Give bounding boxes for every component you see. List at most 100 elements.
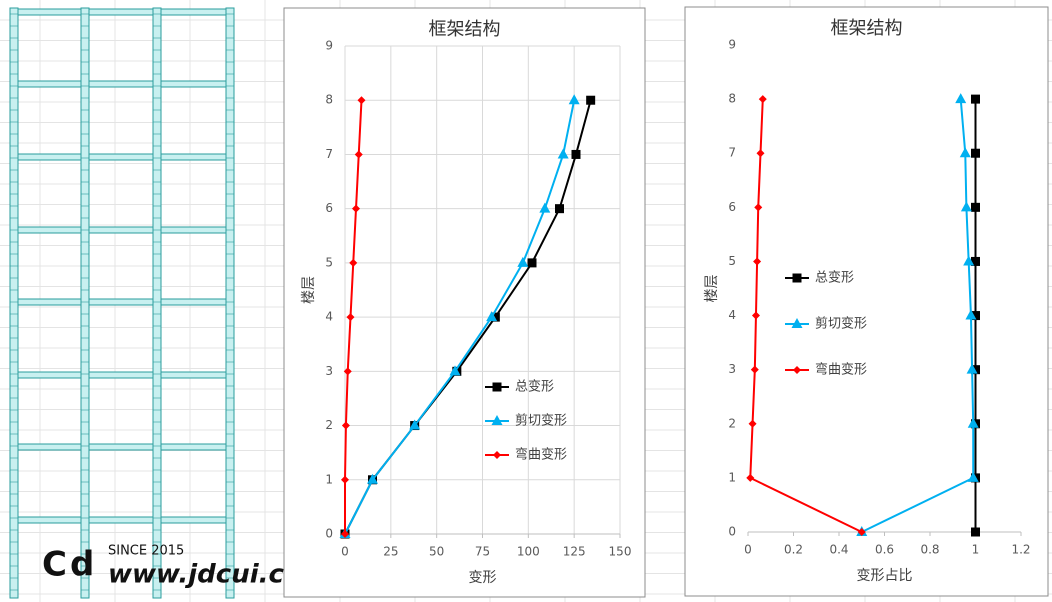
x-tick-label: 0.6	[875, 543, 894, 557]
y-tick-label: 9	[728, 38, 736, 52]
point	[965, 309, 977, 320]
point	[758, 95, 767, 104]
x-tick-label: 125	[563, 545, 586, 559]
x-tick-label: 1	[972, 543, 980, 557]
point	[753, 257, 762, 266]
point	[346, 313, 355, 322]
point	[352, 204, 360, 213]
point	[341, 530, 349, 538]
frame-drawing	[9, 7, 235, 599]
point	[449, 365, 461, 376]
point	[967, 471, 979, 482]
y-axis-label: 楼层	[704, 275, 720, 303]
point	[557, 148, 569, 159]
point	[527, 258, 537, 268]
point	[960, 201, 972, 212]
point	[971, 202, 980, 212]
x-tick-label: 75	[475, 545, 490, 559]
y-tick-label: 3	[728, 362, 736, 376]
y-tick-label: 8	[728, 92, 736, 106]
legend-label: 弯曲变形	[815, 362, 867, 378]
point	[756, 149, 765, 158]
y-tick-label: 0	[325, 527, 333, 541]
x-tick-label: 0.4	[829, 543, 848, 557]
y-tick-label: 2	[728, 416, 736, 430]
legend-label: 弯曲变形	[515, 447, 567, 463]
beam	[9, 153, 235, 161]
y-tick-label: 3	[325, 364, 333, 378]
chart-title: 框架结构	[429, 19, 501, 40]
point	[586, 95, 596, 105]
point	[971, 311, 980, 321]
legend-label: 总变形	[515, 379, 554, 395]
y-tick-label: 5	[325, 255, 333, 269]
point	[571, 149, 581, 159]
beam	[9, 371, 235, 379]
point	[963, 255, 975, 266]
point	[971, 256, 980, 266]
legend-marker	[793, 366, 801, 374]
point	[857, 528, 866, 536]
point	[354, 150, 363, 159]
x-tick-label: 150	[609, 545, 632, 559]
x-tick-label: 25	[383, 545, 398, 559]
x-axis-label: 变形	[469, 570, 497, 586]
watermark-since: SINCE 2015	[108, 544, 184, 559]
legend-marker	[792, 273, 802, 283]
point	[967, 417, 979, 428]
legend-marker	[491, 415, 503, 425]
y-tick-label: 1	[728, 470, 736, 484]
point	[971, 527, 980, 537]
x-tick-label: 0	[341, 545, 349, 559]
y-tick-label: 5	[728, 254, 736, 268]
beam	[9, 80, 235, 88]
y-tick-label: 7	[325, 147, 333, 161]
y-tick-label: 2	[325, 418, 333, 432]
point	[341, 475, 349, 484]
chart-area	[684, 6, 1049, 597]
legend-marker	[492, 382, 502, 392]
column	[9, 7, 19, 599]
point	[555, 204, 564, 214]
y-tick-label: 6	[325, 201, 333, 215]
y-tick-label: 8	[325, 93, 333, 107]
chart-title: 框架结构	[831, 18, 903, 39]
legend-marker	[493, 451, 501, 459]
legend-label: 剪切变形	[815, 316, 867, 332]
point	[409, 419, 421, 430]
legend-marker	[791, 318, 803, 328]
x-tick-label: 100	[517, 545, 540, 559]
point	[748, 419, 757, 428]
beam	[9, 226, 235, 234]
y-tick-label: 0	[728, 525, 736, 539]
legend-label: 剪切变形	[515, 413, 567, 429]
watermark-logo: C	[42, 545, 67, 585]
beam	[9, 8, 235, 16]
x-tick-label: 0.2	[784, 543, 803, 557]
watermark-logo: d	[70, 545, 94, 585]
y-tick-label: 7	[728, 146, 736, 160]
point	[341, 421, 350, 430]
x-tick-label: 50	[429, 545, 444, 559]
point	[959, 147, 971, 158]
point	[746, 473, 755, 482]
point	[349, 258, 358, 267]
y-tick-label: 4	[728, 308, 736, 322]
beam	[9, 298, 235, 306]
y-tick-label: 6	[728, 200, 736, 214]
point	[754, 203, 763, 212]
y-axis-label: 楼层	[301, 276, 317, 304]
point	[490, 312, 500, 322]
point	[955, 93, 967, 104]
point	[568, 94, 580, 105]
point	[751, 311, 760, 320]
point	[367, 473, 378, 484]
point	[486, 311, 498, 322]
y-tick-label: 1	[325, 472, 333, 486]
point	[357, 96, 366, 105]
y-tick-label: 4	[325, 310, 333, 324]
y-tick-label: 9	[325, 39, 333, 53]
column	[152, 7, 162, 599]
point	[750, 365, 759, 374]
column	[80, 7, 90, 599]
